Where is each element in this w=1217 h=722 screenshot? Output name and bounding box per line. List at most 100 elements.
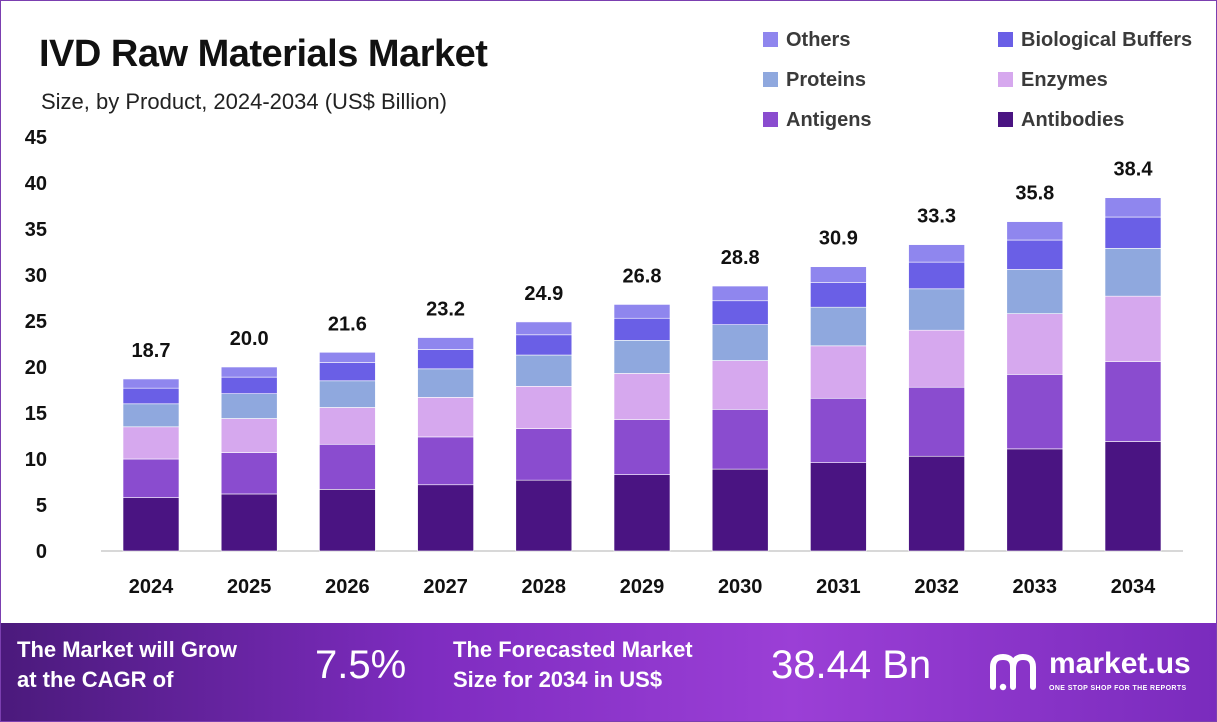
bar-segment-antibodies	[810, 462, 867, 552]
x-tick-label: 2025	[227, 576, 272, 598]
bar-segment-proteins	[613, 340, 671, 374]
bar-stack	[220, 366, 278, 552]
brand-logo: market.us ONE STOP SHOP FOR THE REPORTS	[987, 643, 1212, 703]
bar-stack	[417, 337, 474, 552]
legend-label-biological-buffers: Biological Buffers	[1021, 29, 1193, 51]
bar-segment-others	[417, 337, 474, 350]
footer-banner: The Market will Grow at the CAGR of 7.5%…	[1, 623, 1216, 721]
bar-segment-antibodies	[613, 474, 671, 552]
bar-segment-antibodies	[319, 489, 376, 552]
bar-segment-enzymes	[810, 345, 867, 399]
bar-segment-antigens	[220, 452, 278, 495]
bar-segment-enzymes	[122, 426, 180, 460]
bar-stack	[319, 351, 376, 552]
page-subtitle: Size, by Product, 2024-2034 (US$ Billion…	[41, 89, 447, 114]
bar-segment-others	[122, 378, 180, 389]
legend-item-enzymes: Enzymes	[998, 69, 1108, 92]
y-tick-label: 45	[25, 127, 47, 149]
x-tick-label: 2029	[620, 576, 665, 598]
y-tick-label: 40	[25, 173, 47, 195]
bar-segment-antigens	[417, 436, 474, 486]
bar-segment-proteins	[711, 324, 769, 361]
bar-total-label: 35.8	[1015, 183, 1054, 205]
bar-segment-antigens	[122, 458, 180, 498]
legend-item-biological-buffers: Biological Buffers	[998, 29, 1192, 52]
bar-segment-biological-buffers	[122, 387, 180, 405]
bar-segment-enzymes	[908, 329, 965, 388]
bar-segment-enzymes	[319, 407, 376, 445]
forecast-line-1: The Forecasted Market	[453, 637, 693, 662]
bar-total-label: 28.8	[721, 247, 760, 269]
bar-segment-enzymes	[515, 386, 573, 429]
bar-segment-antibodies	[220, 493, 278, 552]
legend-item-antigens: Antigens	[763, 109, 872, 132]
x-tick-label: 2028	[522, 576, 567, 598]
bar-stack	[613, 304, 671, 552]
bar-segment-antigens	[515, 428, 573, 481]
bar-segment-others	[220, 366, 278, 378]
forecast-text: The Forecasted Market Size for 2034 in U…	[453, 635, 693, 695]
bar-stack	[122, 378, 180, 552]
legend-swatch-antigens	[763, 112, 778, 127]
x-tick-label: 2034	[1111, 576, 1156, 598]
bar-segment-antibodies	[122, 497, 180, 552]
legend-item-proteins: Proteins	[763, 69, 866, 92]
bar-segment-antibodies	[1104, 441, 1162, 552]
bar-segment-others	[810, 266, 867, 283]
bar-segment-antibodies	[908, 455, 965, 552]
bar-total-label: 26.8	[623, 265, 662, 287]
bar-segment-antigens	[1104, 361, 1162, 442]
legend-label-antigens: Antigens	[786, 109, 872, 131]
bar-segment-antigens	[1006, 374, 1064, 450]
market-us-logo-icon	[990, 653, 1036, 691]
y-tick-label: 30	[25, 265, 47, 287]
y-tick-label: 20	[25, 357, 47, 379]
legend-swatch-antibodies	[998, 112, 1013, 127]
bar-stack	[908, 244, 965, 552]
bar-total-label: 21.6	[328, 313, 367, 335]
x-tick-label: 2031	[816, 576, 861, 598]
bar-total-label: 33.3	[917, 206, 956, 228]
bar-segment-biological-buffers	[613, 317, 671, 341]
y-tick-label: 25	[25, 311, 47, 333]
legend-label-others: Others	[786, 29, 851, 51]
y-tick-label: 0	[36, 541, 47, 563]
legend-swatch-enzymes	[998, 72, 1013, 87]
legend-swatch-others	[763, 32, 778, 47]
brand-tagline: ONE STOP SHOP FOR THE REPORTS	[1049, 685, 1187, 692]
bar-total-label: 18.7	[132, 340, 171, 362]
bar-segment-proteins	[1006, 269, 1064, 314]
x-tick-label: 2027	[423, 576, 468, 598]
bar-segment-enzymes	[711, 360, 769, 410]
bar-segment-biological-buffers	[711, 300, 769, 325]
cagr-line-1: The Market will Grow	[17, 637, 238, 662]
forecast-line-2: Size for 2034 in US$	[453, 667, 663, 692]
cagr-text: The Market will Grow at the CAGR of	[17, 635, 237, 695]
bar-segment-proteins	[417, 368, 474, 398]
bar-segment-proteins	[122, 403, 180, 428]
bar-segment-antigens	[711, 409, 769, 470]
brand-name: market.us	[1049, 647, 1191, 680]
legend-label-antibodies: Antibodies	[1021, 109, 1125, 131]
bar-total-label: 30.9	[819, 228, 858, 250]
bar-segment-biological-buffers	[515, 334, 573, 356]
bar-total-label: 23.2	[426, 299, 465, 321]
bar-stack	[711, 285, 769, 552]
bar-segment-proteins	[319, 380, 376, 408]
cagr-line-2: at the CAGR of	[17, 667, 174, 692]
x-tick-label: 2030	[718, 576, 763, 598]
x-tick-label: 2026	[325, 576, 370, 598]
y-tick-label: 10	[25, 449, 47, 471]
bar-stack	[1006, 221, 1064, 552]
bar-total-label: 38.4	[1114, 159, 1154, 181]
cagr-value: 7.5%	[315, 643, 407, 687]
bar-segment-antigens	[319, 443, 376, 490]
bar-segment-enzymes	[1104, 295, 1162, 362]
bar-segment-proteins	[220, 393, 278, 419]
bar-segment-proteins	[810, 306, 867, 347]
y-tick-label: 15	[25, 403, 47, 425]
stacked-bar-chart: 05101520253035404518.7202420.0202521.620…	[25, 127, 1183, 598]
legend-swatch-biological-buffers	[998, 32, 1013, 47]
x-tick-label: 2033	[1013, 576, 1058, 598]
